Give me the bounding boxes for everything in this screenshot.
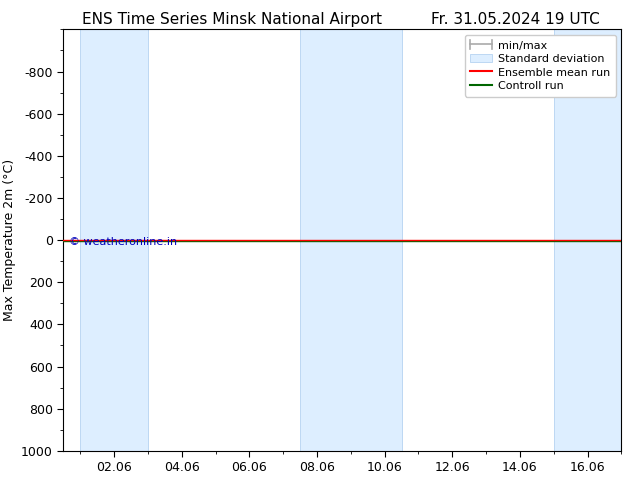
Y-axis label: Max Temperature 2m (°C): Max Temperature 2m (°C) — [3, 159, 16, 321]
Bar — [300, 29, 401, 451]
Text: Fr. 31.05.2024 19 UTC: Fr. 31.05.2024 19 UTC — [431, 12, 600, 27]
Bar — [553, 29, 621, 451]
Legend: min/max, Standard deviation, Ensemble mean run, Controll run: min/max, Standard deviation, Ensemble me… — [465, 35, 616, 97]
Text: © weatheronline.in: © weatheronline.in — [69, 237, 177, 247]
Bar — [81, 29, 148, 451]
Text: ENS Time Series Minsk National Airport: ENS Time Series Minsk National Airport — [82, 12, 382, 27]
